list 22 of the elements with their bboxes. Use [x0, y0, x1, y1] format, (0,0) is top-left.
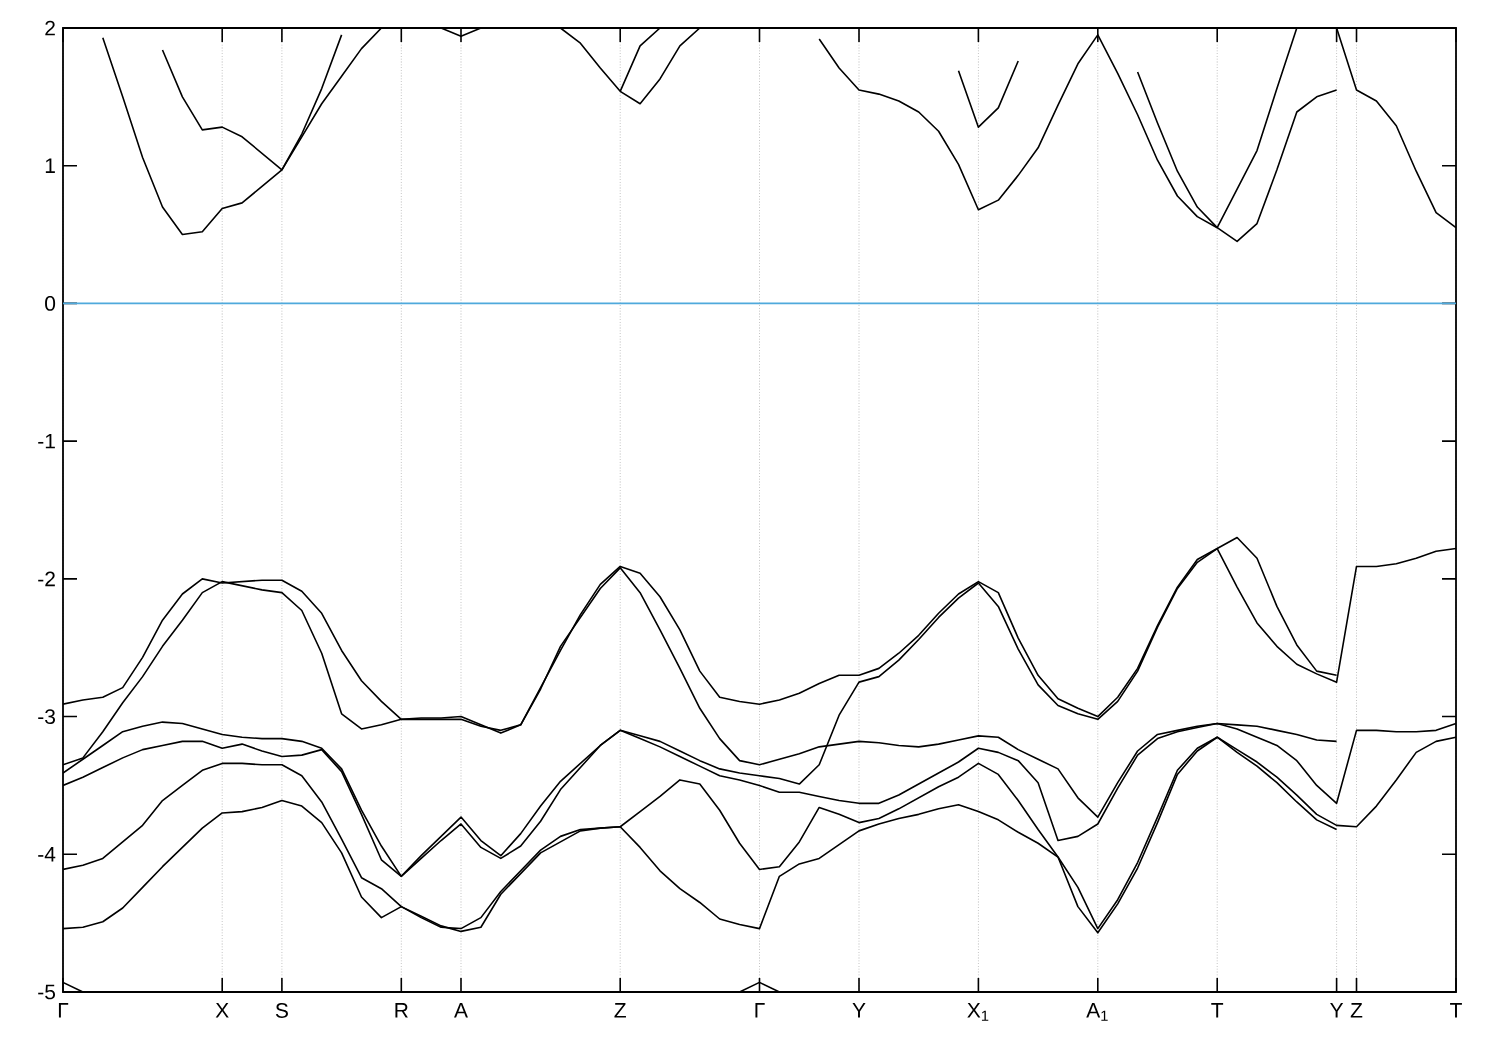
y-tick-label: -3 — [38, 709, 56, 725]
x-tick-label: Y — [852, 1003, 866, 1018]
x-tick-label: X$_{1}$ — [967, 1003, 989, 1021]
x-tick-label: T — [1211, 1003, 1224, 1018]
x-tick-label: T — [1450, 1003, 1462, 1018]
x-tick-label: A$_{1}$ — [1086, 1003, 1108, 1021]
x-tick-label: S — [275, 1003, 288, 1018]
y-tick-label: -4 — [38, 847, 56, 862]
x-tick-label: R — [395, 1003, 408, 1018]
x-tick-label: Γ — [58, 1003, 69, 1018]
y-tick-label: 1 — [45, 158, 55, 173]
x-tick-label: Z — [614, 1003, 626, 1018]
y-tick-label: -2 — [38, 571, 55, 587]
x-tick-label: Γ — [755, 1003, 765, 1018]
x-tick-label: X — [215, 1003, 229, 1018]
y-tick-label: -5 — [38, 984, 56, 1000]
y-tick-label: -1 — [38, 433, 55, 449]
x-tick-label: Z — [1350, 1003, 1363, 1018]
y-tick-label: 2 — [45, 20, 55, 36]
x-tick-label: Y — [1330, 1003, 1344, 1018]
y-tick-label: 0 — [45, 296, 56, 311]
x-tick-label: A — [454, 1003, 468, 1018]
